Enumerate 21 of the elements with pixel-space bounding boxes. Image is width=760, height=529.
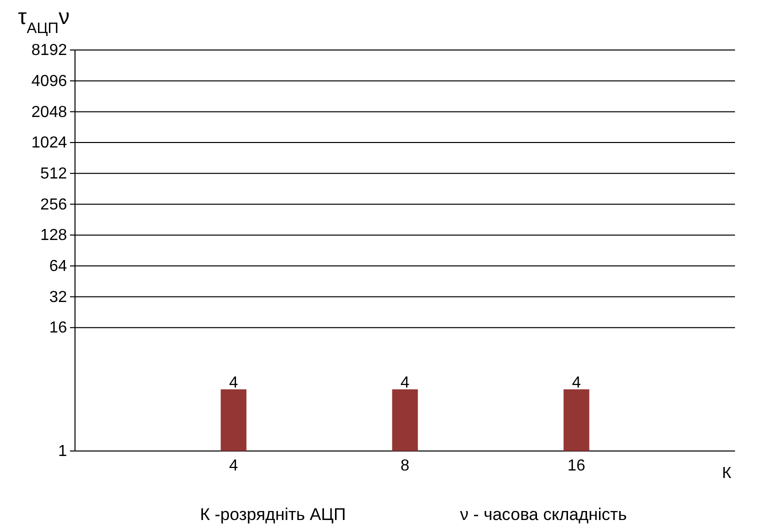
data-label: 4 xyxy=(572,374,581,392)
text: К -розрядніть АЦП xyxy=(200,505,346,524)
y-tick-label: 512 xyxy=(40,166,68,183)
y-axis-title: τ$_{АЦП}$ν xyxy=(18,4,70,36)
x-tick-label: 16 xyxy=(568,457,586,474)
x-tick-label: 8 xyxy=(400,457,410,474)
y-tick-label: 128 xyxy=(40,227,68,244)
data-label: 4 xyxy=(400,374,410,392)
y-tick-label: 1 xyxy=(58,443,68,460)
text: ν - часова складність xyxy=(460,505,627,524)
y-tick-label: 1024 xyxy=(31,134,68,152)
y-tick-label: 2048 xyxy=(31,104,68,121)
y-tick-label: 32 xyxy=(49,288,68,306)
data-label: 4 xyxy=(229,374,238,392)
x-tick-label: 4 xyxy=(229,457,238,474)
y-tick-label: 16 xyxy=(49,320,68,337)
y-tick-label: 8192 xyxy=(31,42,68,60)
y-tick-label: 64 xyxy=(49,258,68,276)
x-axis-title: К xyxy=(722,465,732,482)
y-tick-label: 4096 xyxy=(31,72,68,90)
y-tick-label: 256 xyxy=(40,196,68,214)
